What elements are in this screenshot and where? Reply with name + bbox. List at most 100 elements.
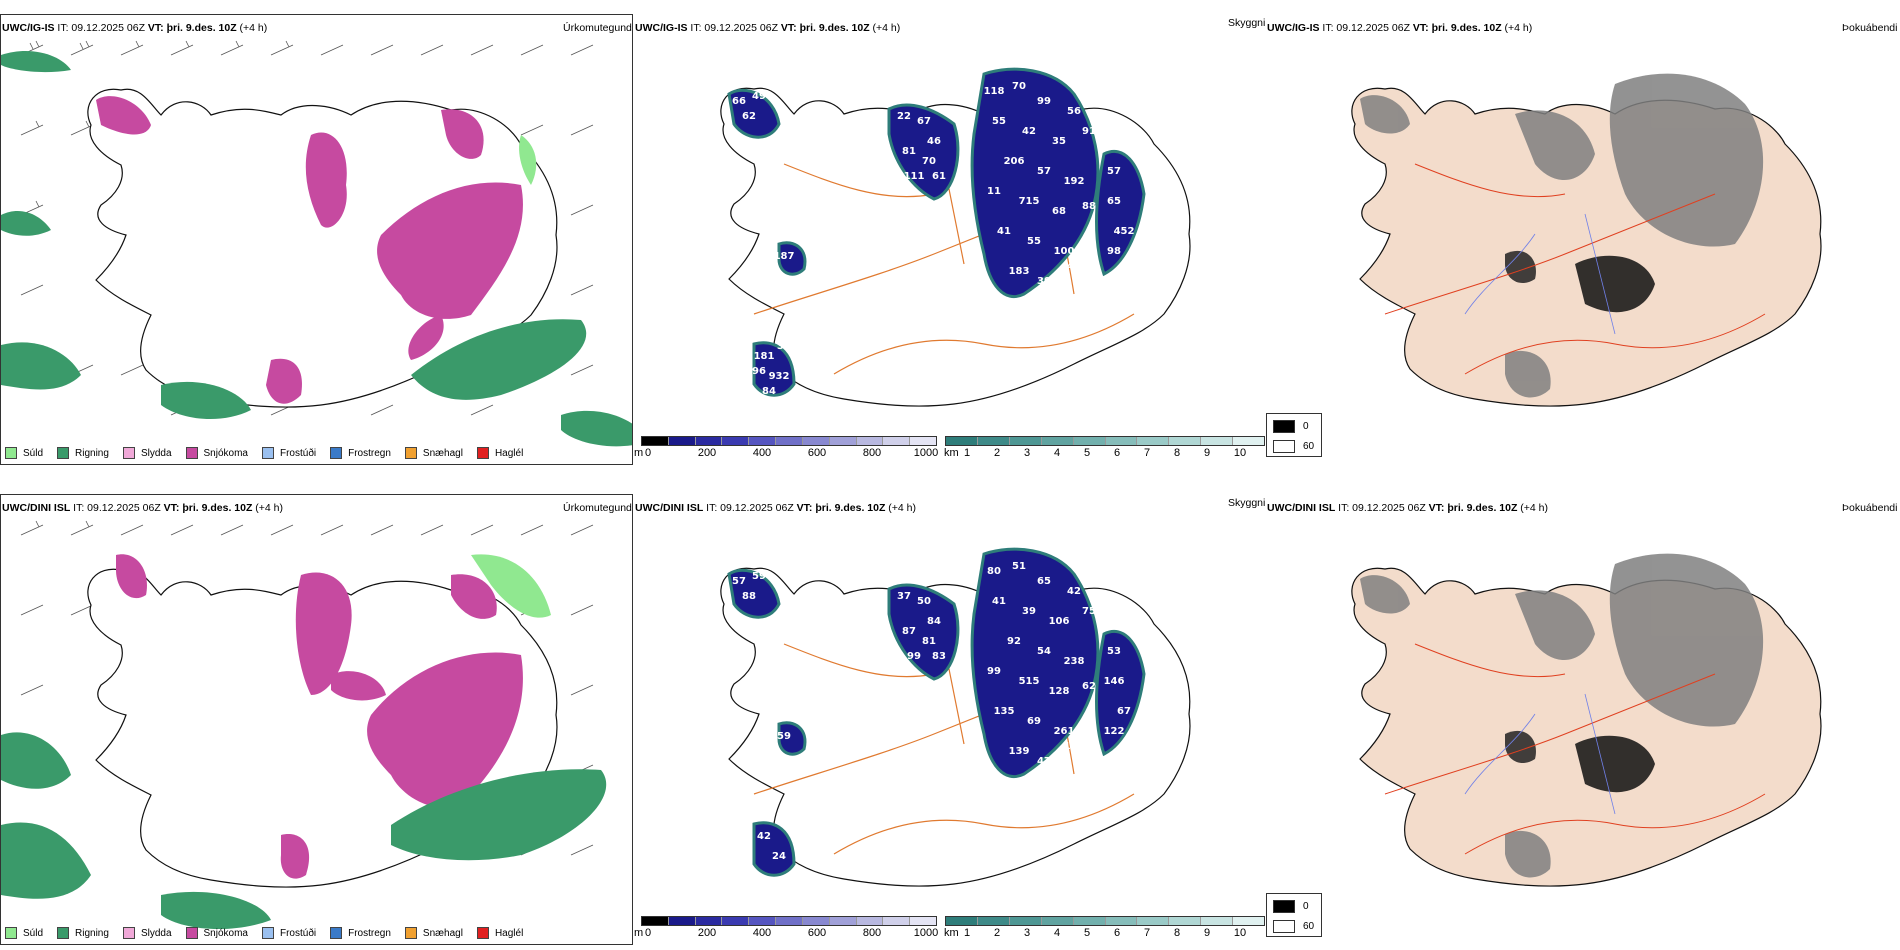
precip-panel-top: Súld Rigning Slydda Snjókoma Frostúði Fr… [0, 14, 633, 465]
legend-item: Frostúði [261, 927, 316, 939]
legend-label: Súld [23, 447, 44, 459]
legend-label: Haglél [494, 447, 524, 459]
legend-swatch [5, 927, 17, 939]
cloud-height-label: 22 [897, 111, 911, 122]
valid-time: þri. 9.des. 10Z [1431, 22, 1502, 34]
road-network [1384, 643, 1766, 855]
legend-item: Haglél [476, 927, 524, 939]
cloud-height-label: 66 [732, 96, 746, 107]
cloud-height-label: 715 [1019, 196, 1040, 207]
cloud-height-label: 61 [932, 171, 946, 182]
legend-label: Frostúði [279, 447, 317, 459]
lead-offset: (+4 h) [1520, 502, 1549, 514]
cloud-height-label: 100 [1054, 246, 1075, 257]
cloud-height-label: 50 [917, 596, 931, 607]
visibility-panel-label-top: Skyggni [1228, 17, 1266, 29]
cloud-height-label: 84 [762, 386, 776, 397]
height-unit: m [634, 447, 644, 459]
cloud-height-label: 187 [774, 251, 795, 262]
cloud-height-label: 65 [1107, 196, 1121, 207]
cloud-height-label: 515 [1019, 676, 1040, 687]
cloud-height-label: 42 [1022, 126, 1036, 137]
valid-time: þri. 9.des. 10Z [815, 502, 886, 514]
precip-areas [1, 554, 607, 930]
valid-time: þri. 9.des. 10Z [799, 22, 870, 34]
cloud-height-label: 57 [1107, 166, 1121, 177]
lead-offset: (+4 h) [255, 502, 284, 514]
cloud-height-label: 128 [1049, 686, 1070, 697]
cloud-areas [727, 67, 1146, 397]
cloud-height-label: 62 [1082, 681, 1096, 692]
height-colorbar-top [641, 436, 937, 446]
precip-map-top [1, 40, 632, 447]
road-network [1384, 163, 1766, 375]
tick-label: 400 [752, 447, 772, 459]
legend-label: 60 [1303, 441, 1315, 452]
cloud-height-label: 51 [1012, 561, 1026, 572]
cloud-height-label: 192 [1064, 176, 1085, 187]
legend-item: Frostregn [330, 447, 391, 459]
legend-label: Snæhagl [422, 927, 463, 939]
vt-label: VT: [147, 22, 164, 34]
legend-label: Rigning [75, 447, 109, 459]
cloud-height-label: 57 [732, 576, 746, 587]
legend-swatch [122, 447, 135, 459]
model-name: UWC/DINI ISL [635, 502, 704, 514]
vt-label: VT: [163, 502, 180, 514]
tick-label: 1 [963, 447, 971, 459]
cloud-height-label: 91 [1082, 126, 1096, 137]
precip-panel-label-top: Úrkomutegund [563, 22, 632, 34]
visibility-colorbar-bottom [945, 916, 1265, 926]
tick-label: 0 [644, 447, 652, 459]
cloud-height-label: 111 [904, 171, 925, 182]
lead-offset: (+4 h) [872, 22, 901, 34]
cloud-height-label: 57 [1037, 166, 1051, 177]
cloud-height-label: 41 [992, 596, 1006, 607]
cloud-height-label: 11 [987, 186, 1001, 197]
tick-label: 600 [807, 447, 827, 459]
tick-label: 9 [1203, 927, 1211, 939]
fog-title-top: UWC/IG-IS IT: 09.12.2025 06Z VT: þri. 9.… [1267, 22, 1532, 34]
tick-label: 7 [1143, 927, 1151, 939]
height-colorbar-bottom [641, 916, 937, 926]
cloud-height-label: 81 [902, 146, 916, 157]
legend-swatch [476, 927, 489, 939]
tick-label: 5 [1083, 447, 1091, 459]
cloud-height-label: 69 [1027, 716, 1041, 727]
vt-label: VT: [1412, 22, 1429, 34]
legend-swatch [122, 927, 135, 939]
cloud-height-label: 261 [1054, 726, 1075, 737]
visibility-title-bottom: UWC/DINI ISL IT: 09.12.2025 06Z VT: þri.… [635, 502, 916, 514]
legend-item: Súld [5, 927, 43, 939]
legend-label: Haglél [494, 927, 524, 939]
fog-shading [1360, 73, 1764, 398]
legend-label: Frostregn [348, 447, 391, 459]
lead-offset: (+4 h) [888, 502, 917, 514]
visibility-unit: km [944, 927, 959, 939]
cloud-height-label: 130 [1064, 741, 1085, 752]
cloud-height-label: 118 [984, 86, 1005, 97]
cloud-height-label: 932 [769, 371, 790, 382]
cloud-height-label: 96 [752, 366, 766, 377]
legend-label: Rigning [75, 927, 109, 939]
cloud-height-label: 87 [902, 626, 916, 637]
legend-swatch [1273, 420, 1295, 433]
tick-label: 7 [1143, 447, 1151, 459]
legend-label: Slydda [140, 927, 172, 939]
cloud-height-label: 67 [1117, 706, 1131, 717]
tick-label: 3 [1023, 927, 1031, 939]
cloud-height-label: 24 [772, 851, 786, 862]
cloud-height-label: 135 [994, 706, 1015, 717]
legend-swatch [5, 447, 17, 459]
cloud-height-label: 75 [1082, 606, 1096, 617]
tick-label: 6 [1113, 927, 1121, 939]
cloud-height-label: 59 [777, 731, 791, 742]
fog-panel-label-bottom: Þokuábendi [1842, 502, 1898, 514]
cloud-height-label: 70 [1012, 81, 1026, 92]
cloud-height-label: 54 [1037, 646, 1051, 657]
vt-label: VT: [780, 22, 797, 34]
fog-panel-top [1265, 14, 1900, 434]
precip-map-bottom [1, 520, 607, 930]
cloud-height-label: 37 [897, 591, 911, 602]
cloud-height-label: 81 [922, 636, 936, 647]
